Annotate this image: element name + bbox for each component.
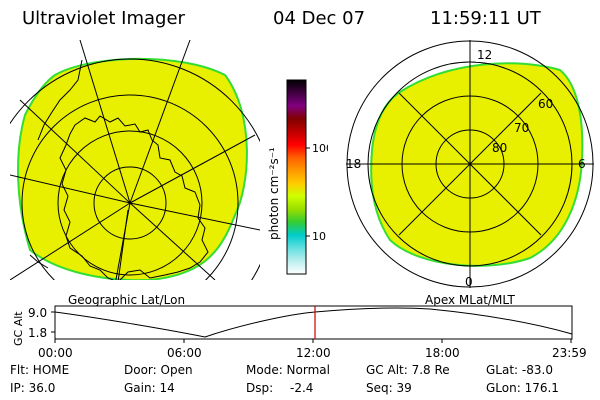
timeline-ytick-1-8: 1.8 — [28, 326, 47, 340]
mlt-label-18: 18 — [346, 157, 361, 171]
colorbar: 100 10 photon cm⁻²s⁻¹ — [267, 79, 328, 275]
polar-emission-region — [370, 62, 584, 267]
colorbar-gradient — [286, 79, 307, 275]
colorbar-tick-10: 10 — [312, 230, 326, 243]
status-door: Door: Open — [124, 363, 193, 377]
status-ip: IP: 36.0 — [10, 381, 56, 395]
lat-circles — [10, 58, 260, 280]
timeline-xtick-2359: 23:59 — [552, 346, 587, 360]
timeline-xtick-1200: 12:00 — [296, 346, 331, 360]
uv-emission-region — [17, 57, 248, 280]
instrument-title: Ultraviolet Imager — [22, 8, 185, 29]
peninsula-line — [117, 209, 129, 280]
timeline-ytick-9: 9.0 — [28, 306, 47, 320]
timeline-xtick-0000: 00:00 — [38, 346, 73, 360]
status-glon: GLon: 176.1 — [486, 381, 559, 395]
mlat-label-60: 60 — [538, 97, 553, 111]
coastline-fragment — [29, 59, 83, 269]
colorbar-ticks — [306, 147, 310, 237]
polar-plot-label: Apex MLat/MLT — [425, 293, 515, 307]
polar-grid — [346, 40, 594, 288]
mlat-label-80: 80 — [492, 141, 507, 155]
status-flight: Flt: HOME — [10, 363, 70, 377]
mlt-label-6: 6 — [578, 157, 586, 171]
altitude-timeline: GC Alt 9.0 1.8 00:00 06:00 12:00 18:00 2… — [12, 305, 587, 360]
status-dsp-label: Dsp: — [246, 381, 274, 395]
longitude-lines — [10, 40, 260, 280]
mlt-label-0: 0 — [465, 275, 473, 289]
header-time: 11:59:11 UT — [430, 8, 541, 29]
status-gc-alt: GC Alt: 7.8 Re — [366, 363, 450, 377]
timeline-ylabel: GC Alt — [12, 311, 25, 346]
header-date: 04 Dec 07 — [273, 8, 366, 29]
timeline-xtick-1800: 18:00 — [425, 346, 460, 360]
apex-polar-plot: 12 18 6 0 60 70 80 — [346, 40, 594, 289]
geo-map-label: Geographic Lat/Lon — [68, 293, 186, 307]
timeline-frame — [54, 305, 573, 340]
status-seq: Seq: 39 — [366, 381, 412, 395]
timeline-xtick-0600: 06:00 — [167, 346, 202, 360]
status-glat: GLat: -83.0 — [486, 363, 553, 377]
antarctica-coastline — [59, 115, 209, 280]
mlt-label-12: 12 — [477, 48, 492, 62]
timeline-ticks — [51, 311, 572, 343]
status-mode: Mode: Normal — [246, 363, 330, 377]
mlat-label-70: 70 — [514, 121, 529, 135]
colorbar-tick-100: 100 — [312, 142, 328, 155]
status-gain: Gain: 14 — [124, 381, 175, 395]
status-dsp-value: -2.4 — [290, 381, 314, 395]
geographic-map — [10, 40, 260, 280]
colorbar-label: photon cm⁻²s⁻¹ — [267, 147, 281, 240]
